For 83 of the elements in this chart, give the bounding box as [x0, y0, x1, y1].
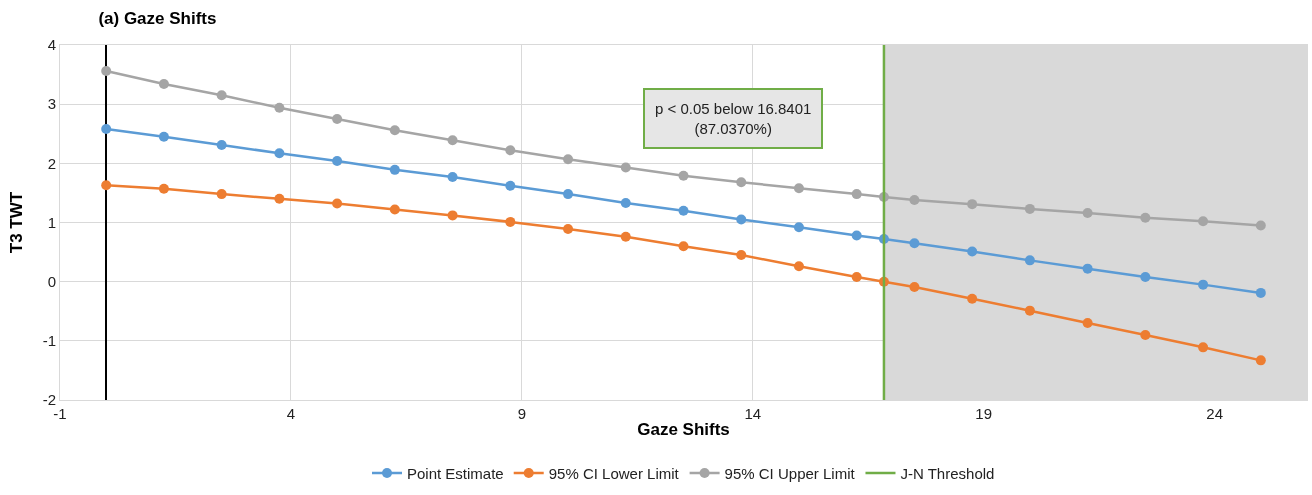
point: [274, 102, 285, 113]
point: [620, 162, 631, 173]
x-tick-label: 4: [286, 405, 296, 422]
point: [1024, 305, 1035, 316]
y-tick-label: 2: [47, 154, 56, 172]
point: [389, 125, 400, 136]
point: [736, 177, 747, 188]
point: [563, 224, 574, 235]
point: [736, 214, 747, 225]
point: [678, 170, 689, 181]
point: [1024, 255, 1035, 266]
legend-label: 95% CI Upper Limit: [724, 464, 856, 482]
point: [678, 205, 689, 216]
point: [967, 293, 978, 304]
point: [620, 231, 631, 242]
point: [274, 193, 285, 204]
point: [1082, 318, 1093, 329]
point: [447, 210, 458, 221]
x-tick-label: 24: [1206, 405, 1223, 422]
point: [216, 139, 227, 150]
point: [678, 241, 689, 252]
point: [620, 197, 631, 208]
point: [158, 183, 169, 194]
y-tick-label: -2: [42, 391, 56, 409]
y-tick-label: -1: [42, 332, 56, 350]
point: [967, 199, 978, 210]
point: [447, 135, 458, 146]
x-tick-label: 14: [744, 405, 762, 422]
point: [909, 195, 920, 206]
point: [332, 113, 343, 124]
legend-label: 95% CI Lower Limit: [548, 464, 680, 482]
legend-label: Point Estimate: [407, 464, 504, 482]
point: [563, 189, 574, 200]
point: [1198, 279, 1209, 290]
point: [505, 145, 516, 156]
point: [158, 79, 169, 90]
chart-title: (a) Gaze Shifts: [98, 9, 217, 29]
point: [1140, 271, 1151, 282]
point: [793, 222, 804, 233]
x-tick-label: 9: [517, 405, 527, 422]
point: [793, 261, 804, 272]
point: [1082, 208, 1093, 219]
point: [851, 230, 862, 241]
point: [909, 238, 920, 249]
point: [332, 155, 343, 166]
point: [736, 250, 747, 261]
point: [1255, 220, 1266, 231]
point: [1198, 342, 1209, 353]
point: [967, 246, 978, 257]
y-tick-label: 3: [47, 95, 56, 113]
point: [101, 66, 112, 77]
point: [101, 124, 112, 135]
legend-label: J-N Threshold: [900, 464, 995, 482]
x-axis-title: Gaze Shifts: [637, 420, 730, 440]
point: [1140, 329, 1151, 340]
point: [1140, 212, 1151, 223]
annotation: p < 0.05 below 16.8401 (87.0370%): [655, 100, 812, 137]
point: [101, 180, 112, 191]
y-tick-label: 0: [47, 272, 56, 290]
point: [1024, 203, 1035, 214]
point: [1255, 355, 1266, 366]
y-axis-title: T3 TWT: [7, 191, 27, 254]
point: [793, 183, 804, 194]
point: [851, 271, 862, 282]
point: [909, 281, 920, 292]
point: [389, 164, 400, 175]
point: [274, 148, 285, 159]
y-tick-label: 1: [47, 213, 56, 231]
point: [505, 180, 516, 191]
y-tick-label: 4: [47, 36, 56, 54]
point: [216, 90, 227, 101]
point: [447, 171, 458, 182]
point: [851, 189, 862, 200]
point: [332, 198, 343, 209]
point: [1082, 263, 1093, 274]
point: [1198, 216, 1209, 227]
point: [505, 216, 516, 227]
point: [389, 204, 400, 215]
point: [216, 189, 227, 200]
point: [563, 154, 574, 165]
point: [1255, 287, 1266, 298]
x-tick-label: 19: [975, 405, 993, 422]
point: [158, 131, 169, 142]
